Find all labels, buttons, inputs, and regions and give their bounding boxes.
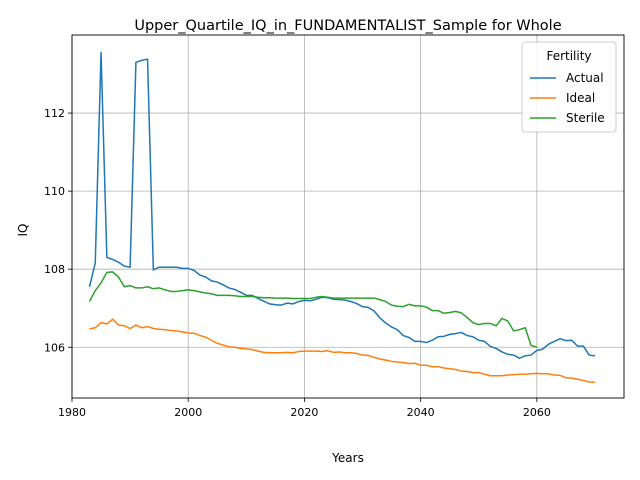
y-axis-label: IQ <box>16 224 30 237</box>
legend-label-sterile: Sterile <box>566 111 605 125</box>
y-axis: 106 108 110 112 <box>44 107 72 354</box>
x-tick-label: 2020 <box>290 406 318 419</box>
y-tick-label: 110 <box>44 185 65 198</box>
grid <box>71 35 624 398</box>
x-axis-label: Years <box>331 451 364 465</box>
plot-lines <box>88 51 596 384</box>
legend-label-actual: Actual <box>566 71 604 85</box>
y-tick-label: 112 <box>44 107 65 120</box>
y-tick-label: 108 <box>44 263 65 276</box>
y-tick-label: 106 <box>44 341 65 354</box>
x-axis: 1980 2000 2020 2040 2060 <box>58 398 551 419</box>
chart-title: Upper_Quartile_IQ_in_FUNDAMENTALIST_Samp… <box>134 18 561 34</box>
legend-label-ideal: Ideal <box>566 91 595 105</box>
x-tick-label: 2060 <box>523 406 551 419</box>
series-line-actual <box>88 51 596 359</box>
series-line-sterile <box>88 271 538 348</box>
legend: Fertility Actual Ideal Sterile <box>521 41 617 133</box>
x-tick-label: 2000 <box>174 406 202 419</box>
x-tick-label: 2040 <box>407 406 435 419</box>
legend-box <box>521 41 617 133</box>
legend-title: Fertility <box>546 49 591 63</box>
plot-frame <box>71 34 625 399</box>
x-tick-label: 1980 <box>58 406 86 419</box>
series-line-ideal <box>89 318 596 384</box>
